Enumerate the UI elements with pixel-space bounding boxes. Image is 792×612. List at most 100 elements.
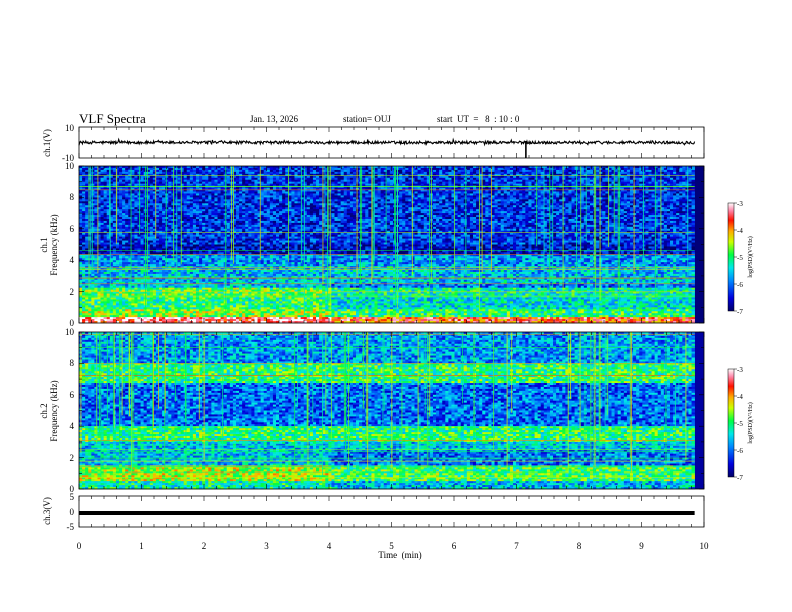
spectrogram-cell: [633, 209, 637, 212]
spectrogram-cell: [232, 181, 237, 184]
spectrogram-cell: [673, 179, 677, 182]
spectrogram-cell: [553, 199, 557, 202]
spectrogram-cell: [103, 211, 108, 214]
spectrogram-cell: [596, 189, 600, 192]
spectrogram-cell: [380, 166, 385, 169]
spectrogram-cell: [500, 175, 505, 179]
spectrogram-cell: [171, 189, 175, 192]
spectrogram-cell: [232, 169, 237, 173]
spectrogram-cell: [439, 177, 443, 181]
spectrogram-cell: [186, 166, 191, 169]
spectrogram-cell: [112, 211, 117, 214]
spectrogram-cell: [115, 189, 120, 192]
spectrogram-cell: [602, 199, 606, 202]
spectrogram-cell: [623, 169, 628, 173]
spectrogram-cell: [549, 167, 554, 171]
spectrogram-cell: [205, 179, 209, 182]
spectrogram-cell: [611, 166, 615, 169]
spectrogram-cell: [183, 181, 188, 184]
spectrogram-cell: [217, 183, 221, 186]
spectrogram-cell: [676, 181, 680, 184]
spectrogram-cell: [171, 201, 175, 204]
spectrogram-cell: [82, 195, 86, 198]
spectrogram-cell: [608, 193, 612, 196]
spectrogram-cell: [476, 171, 480, 175]
spectrogram-cell: [466, 205, 471, 208]
spectrogram-cell: [306, 189, 311, 192]
spectrogram-cell: [279, 201, 283, 204]
spectrogram-cell: [503, 167, 508, 171]
spectrogram-cell: [131, 197, 135, 200]
spectrogram-cell: [119, 166, 123, 169]
spectrogram-cell: [423, 166, 428, 169]
spectrogram-cell: [473, 211, 477, 214]
spectrogram-cell: [633, 205, 637, 208]
spectrogram-cell: [540, 209, 545, 212]
spectrogram-cell: [340, 169, 345, 173]
spectrogram-cell: [408, 193, 412, 196]
spectrogram-cell: [491, 189, 495, 192]
spectrogram-cell: [402, 169, 406, 173]
spectrogram-cell: [319, 209, 323, 212]
spectrogram-cell: [432, 201, 437, 204]
spectrogram-cell: [294, 211, 298, 214]
spectrogram-cell: [223, 167, 228, 171]
spectrogram-cell: [534, 169, 538, 173]
spectrogram-cell: [682, 207, 686, 210]
spectrogram-cell: [177, 203, 181, 206]
spectrogram-cell: [195, 197, 200, 200]
spectrogram-cell: [325, 213, 329, 216]
spectrogram-cell: [365, 183, 369, 186]
spectrogram-cell: [288, 211, 292, 214]
spectrogram-cell: [565, 197, 569, 200]
spectrogram-cell: [306, 193, 311, 196]
spectrogram-cell: [497, 183, 502, 186]
spectrogram-cell: [245, 175, 249, 179]
spectrogram-cell: [195, 205, 200, 208]
spectrogram-cell: [115, 187, 120, 190]
spectrogram-cell: [565, 169, 569, 173]
spectrogram-cell: [589, 179, 594, 182]
spectrogram-cell: [663, 187, 668, 190]
spectrogram-cell: [288, 203, 292, 206]
spectrogram-cell: [626, 191, 631, 194]
spectrogram-cell: [168, 166, 172, 169]
spectrogram-cell: [340, 197, 345, 200]
spectrogram-cell: [593, 211, 597, 214]
spectrogram-cell: [651, 166, 655, 169]
spectrogram-cell: [506, 209, 511, 212]
spectrogram-cell: [223, 183, 228, 186]
spectrogram-cell: [245, 183, 249, 186]
spectrogram-cell: [291, 197, 295, 200]
spectrogram-cell: [442, 203, 446, 206]
spectrogram-cell: [583, 181, 588, 184]
spectrogram-cell: [316, 169, 320, 173]
spectrogram-cell: [666, 179, 671, 182]
spectrogram-cell: [460, 175, 465, 179]
spectrogram-cell: [208, 201, 212, 204]
spectrogram-cell: [300, 199, 305, 202]
spectrogram-cell: [239, 177, 243, 181]
spectrogram-cell: [319, 187, 323, 190]
spectrogram-cell: [85, 193, 89, 196]
spectrogram-cell: [651, 211, 655, 214]
spectrogram-cell: [580, 203, 585, 206]
spectrogram-cell: [503, 179, 508, 182]
spectrogram-cell: [469, 166, 474, 169]
spectrogram-cell: [479, 201, 483, 204]
spectrogram-cell: [399, 191, 403, 194]
spectrogram-cell: [122, 169, 126, 173]
spectrogram-cell: [500, 189, 505, 192]
spectrogram-cell: [491, 209, 495, 212]
spectrogram-cell: [553, 203, 557, 206]
spectrogram-cell: [411, 183, 415, 186]
spectrogram-cell: [593, 189, 597, 192]
spectrogram-cell: [334, 177, 338, 181]
spectrogram-cell: [368, 189, 372, 192]
spectrogram-cell: [362, 166, 366, 169]
spectrogram-cell: [146, 173, 151, 177]
spectrogram-cell: [220, 189, 224, 192]
spectrogram-cell: [688, 181, 692, 184]
spectrogram-cell: [245, 169, 249, 173]
spectrogram-cell: [479, 177, 483, 181]
